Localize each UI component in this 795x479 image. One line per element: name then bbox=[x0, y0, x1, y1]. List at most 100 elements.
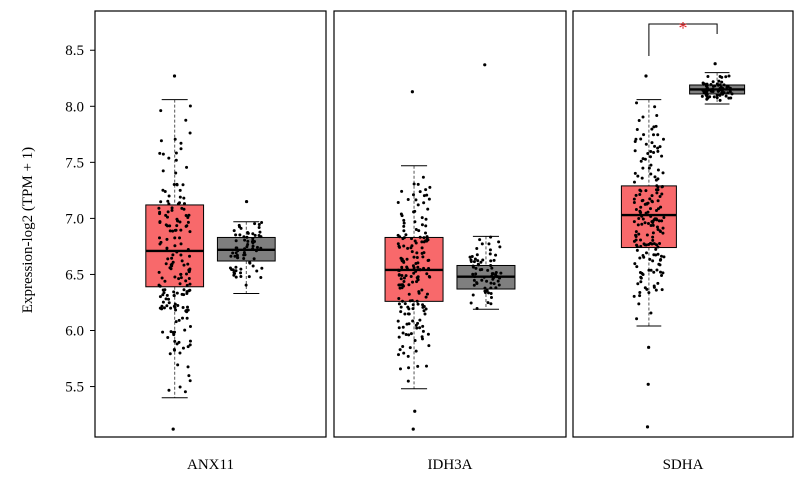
data-point bbox=[425, 235, 429, 239]
data-point bbox=[173, 236, 177, 240]
data-point bbox=[165, 304, 169, 308]
data-point bbox=[188, 104, 192, 108]
data-point bbox=[468, 255, 472, 259]
data-point bbox=[639, 205, 643, 209]
data-point bbox=[416, 265, 420, 269]
data-point bbox=[234, 233, 238, 237]
data-point bbox=[637, 216, 641, 220]
y-axis-label: Expression-log2 (TPM + 1) bbox=[20, 147, 36, 313]
data-point bbox=[408, 346, 412, 350]
data-point bbox=[653, 144, 657, 148]
data-point bbox=[426, 332, 430, 336]
data-point bbox=[177, 318, 181, 322]
data-point bbox=[404, 233, 408, 237]
data-point bbox=[407, 292, 411, 296]
data-point bbox=[724, 94, 728, 98]
data-point bbox=[165, 237, 169, 241]
data-point bbox=[416, 364, 420, 368]
data-point bbox=[656, 245, 660, 249]
data-point bbox=[174, 320, 178, 324]
data-point bbox=[418, 190, 422, 194]
data-point bbox=[476, 259, 480, 263]
data-point bbox=[728, 90, 732, 94]
data-point bbox=[177, 277, 181, 281]
data-point bbox=[720, 75, 724, 79]
data-point bbox=[420, 216, 424, 220]
data-point bbox=[164, 223, 168, 227]
data-point bbox=[397, 297, 401, 301]
data-point bbox=[231, 268, 235, 272]
data-point bbox=[172, 333, 176, 337]
data-point bbox=[252, 257, 256, 261]
data-point bbox=[166, 210, 170, 214]
data-point bbox=[718, 98, 722, 102]
data-points bbox=[157, 74, 192, 431]
data-point bbox=[255, 245, 259, 249]
data-point bbox=[649, 214, 653, 218]
data-point bbox=[415, 299, 419, 303]
data-point bbox=[645, 233, 649, 237]
data-point bbox=[414, 261, 418, 265]
data-point bbox=[406, 246, 410, 250]
data-point bbox=[651, 219, 655, 223]
data-point bbox=[659, 205, 663, 209]
data-point bbox=[182, 293, 186, 297]
data-point bbox=[396, 353, 400, 357]
data-point bbox=[184, 279, 188, 283]
data-point bbox=[661, 171, 665, 175]
data-point bbox=[185, 310, 189, 314]
data-point bbox=[497, 283, 501, 287]
data-point bbox=[414, 241, 418, 245]
data-point bbox=[420, 240, 424, 244]
data-point bbox=[229, 254, 233, 258]
data-point bbox=[483, 286, 487, 290]
data-point bbox=[643, 286, 647, 290]
data-point bbox=[489, 295, 493, 299]
data-point bbox=[633, 262, 637, 266]
data-point bbox=[158, 284, 162, 288]
data-point bbox=[424, 307, 428, 311]
data-point bbox=[641, 272, 645, 276]
data-point bbox=[655, 218, 659, 222]
outlier-point bbox=[244, 199, 249, 204]
data-point bbox=[709, 88, 713, 92]
data-point bbox=[655, 268, 659, 272]
data-point bbox=[656, 281, 660, 285]
data-point bbox=[644, 211, 648, 215]
data-point bbox=[239, 271, 243, 275]
data-point bbox=[417, 229, 421, 233]
data-point bbox=[634, 208, 638, 212]
data-point bbox=[636, 223, 640, 227]
data-point bbox=[657, 219, 661, 223]
data-point bbox=[421, 324, 425, 328]
data-point bbox=[235, 246, 239, 250]
data-point bbox=[422, 240, 426, 244]
data-point bbox=[491, 272, 495, 276]
data-point bbox=[426, 259, 430, 263]
y-axis: 5.5 6.0 6.5 7.0 7.5 8.0 8.5 bbox=[65, 43, 95, 396]
data-point bbox=[422, 304, 426, 308]
data-point bbox=[634, 234, 638, 238]
data-point bbox=[416, 182, 420, 186]
data-point bbox=[183, 328, 187, 332]
data-point bbox=[176, 303, 180, 307]
data-point bbox=[413, 209, 417, 213]
data-point bbox=[172, 304, 176, 308]
data-point bbox=[161, 188, 165, 192]
data-point bbox=[246, 231, 250, 235]
data-point bbox=[174, 158, 178, 162]
data-point bbox=[720, 80, 724, 84]
data-point bbox=[480, 242, 484, 246]
data-point bbox=[412, 266, 416, 270]
data-point bbox=[655, 191, 659, 195]
data-point bbox=[181, 346, 185, 350]
data-point bbox=[407, 307, 411, 311]
data-point bbox=[637, 302, 641, 306]
data-point bbox=[401, 325, 405, 329]
data-point bbox=[163, 190, 167, 194]
data-point bbox=[169, 267, 173, 271]
data-point bbox=[407, 333, 411, 337]
data-point bbox=[246, 239, 250, 243]
data-point bbox=[660, 192, 664, 196]
data-point bbox=[656, 149, 660, 153]
